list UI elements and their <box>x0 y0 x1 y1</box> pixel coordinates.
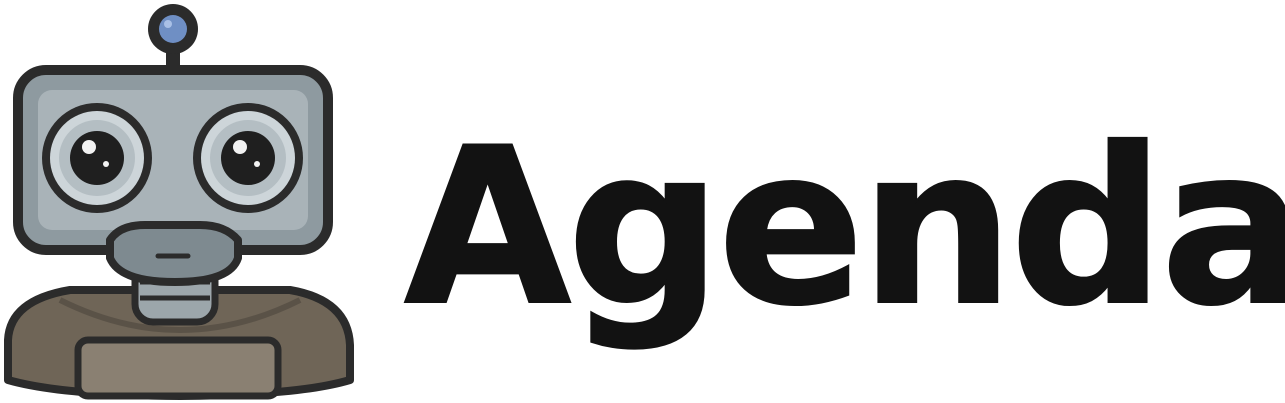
logo-wordmark-text: Agenda: <box>403 102 1285 354</box>
left-eye-icon <box>42 103 152 213</box>
right-eye-icon <box>193 103 303 213</box>
robot-mascot-icon <box>4 4 354 400</box>
antenna-icon <box>148 4 198 74</box>
robot-shoulders <box>4 286 354 400</box>
